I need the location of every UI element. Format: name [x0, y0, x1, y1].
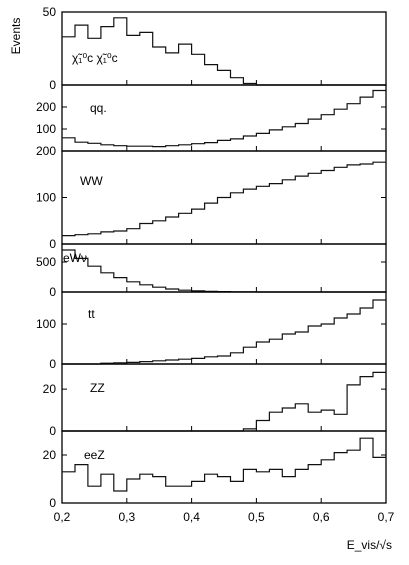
y-tick-label: 0: [49, 237, 56, 251]
panel-frame: [61, 84, 387, 152]
y-tick-label: 200: [36, 144, 56, 158]
histogram-series: [62, 89, 386, 148]
panel-7: 20 0 eeZ: [43, 430, 387, 510]
panel-2: 200 100 qq.: [36, 84, 387, 152]
panel-label: eeZ: [84, 448, 105, 462]
y-tick-label: 100: [36, 191, 56, 205]
y-tick-label: 100: [36, 122, 56, 136]
panel-label: χ̃₁⁰c χ̃₁⁰c: [72, 51, 118, 65]
panel-frame: [61, 11, 387, 86]
panel-label: qq.: [90, 101, 107, 115]
histogram-series: [62, 249, 386, 293]
panel-frame: [61, 243, 387, 293]
histogram-series: [62, 299, 386, 365]
histogram-series: [62, 161, 386, 237]
panel-frame: [61, 430, 387, 504]
panel-5: 100 0 tt: [36, 291, 387, 371]
y-tick-label: 50: [43, 5, 57, 19]
y-tick-label: 0: [49, 496, 56, 510]
y-tick-label: 0: [49, 357, 56, 371]
y-tick-label: 0: [49, 424, 56, 438]
panel-frame: [61, 291, 387, 365]
panel-label: ZZ: [90, 381, 105, 395]
panel-frame: [61, 363, 387, 432]
y-tick-label: 500: [36, 255, 56, 269]
x-tick-label: 0,6: [313, 510, 330, 524]
y-axis-label: Events: [9, 18, 23, 55]
x-axis-ticks: 0,2 0,3 0,4 0,5 0,6 0,7: [54, 510, 395, 524]
x-tick-label: 0,2: [54, 510, 71, 524]
y-tick-label: 20: [43, 448, 57, 462]
x-tick-label: 0,3: [118, 510, 135, 524]
y-tick-label: 100: [36, 317, 56, 331]
panel-label: WW: [80, 174, 103, 188]
x-tick-label: 0,5: [248, 510, 265, 524]
y-tick-label: 0: [49, 285, 56, 299]
x-axis-label: E_vis/√s: [347, 538, 392, 552]
panel-4: 500 0 eWν: [36, 243, 387, 299]
x-tick-label: 0,4: [183, 510, 200, 524]
y-tick-label: 20: [43, 382, 57, 396]
histogram-series: [62, 371, 386, 432]
histogram-series: [62, 437, 386, 492]
panel-label: eWν: [63, 251, 87, 265]
x-tick-label: 0,7: [378, 510, 395, 524]
y-tick-label: 200: [36, 100, 56, 114]
panel-6: 20 0 ZZ: [43, 363, 387, 438]
panel-label: tt: [88, 307, 95, 321]
panel-1: 50 0 χ̃₁⁰c χ̃₁⁰c: [43, 5, 387, 92]
panel-3: 200 100 0 WW: [36, 144, 387, 251]
y-tick-label: 0: [49, 78, 56, 92]
